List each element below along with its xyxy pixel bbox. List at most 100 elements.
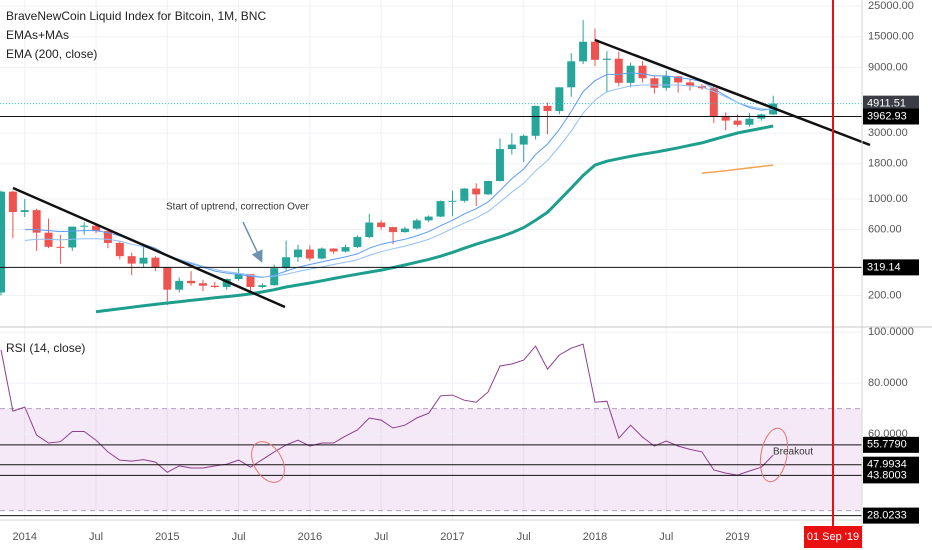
candle-body [8, 191, 17, 212]
candle-body [234, 274, 243, 279]
level-label: 319.14 [867, 261, 901, 273]
candle-body [733, 120, 742, 125]
candle-body [412, 220, 421, 229]
candle-body [163, 267, 172, 290]
candle-body [626, 65, 635, 83]
candle-body [80, 225, 89, 227]
candle-body [377, 222, 386, 228]
candle-body [614, 58, 623, 83]
last-price-label: 4911.51 [867, 98, 906, 110]
candle-body [103, 231, 112, 243]
x-tick-label: Jul [232, 531, 246, 543]
candle-body [686, 82, 695, 86]
level-label: 55.7790 [867, 439, 907, 451]
level-box [863, 259, 919, 276]
candle-body [187, 280, 196, 284]
candle-body [246, 274, 255, 288]
legend-title: BraveNewCoin Liquid Index for Bitcoin, 1… [6, 9, 266, 23]
level-label: 28.0233 [867, 510, 907, 522]
candle-body [567, 61, 576, 88]
candle-body [638, 65, 647, 79]
candle-body [0, 191, 5, 293]
candle-body [210, 285, 219, 288]
candle-body [519, 135, 528, 145]
x-tick-label: 2017 [440, 531, 464, 543]
candle-body [92, 225, 101, 232]
x-tick-label: Jul [89, 531, 103, 543]
candle-body [294, 249, 302, 258]
candle-body [353, 237, 362, 248]
candle-body [365, 222, 374, 238]
candle-body [448, 200, 457, 202]
overlay-line [95, 124, 774, 314]
candle-body [472, 188, 481, 195]
candle-body [602, 58, 611, 60]
x-tick-label: 2016 [298, 531, 322, 543]
candle-body [20, 210, 29, 212]
ellipse [251, 441, 285, 483]
candle-body [127, 256, 136, 264]
y-tick-label: 1000.00 [868, 193, 908, 205]
level-box [863, 108, 919, 125]
candle-body [495, 149, 504, 181]
last-price-box [863, 95, 919, 112]
cursor-box [804, 526, 862, 548]
candle-body [329, 248, 338, 252]
overlay-line [24, 84, 774, 278]
arrow [242, 221, 263, 263]
candle-body [198, 283, 207, 286]
level-box [863, 436, 919, 453]
candle-body [591, 41, 599, 60]
candle-body [258, 285, 267, 288]
candle-body [543, 105, 552, 112]
legend-study: EMA (200, close) [6, 47, 97, 61]
trend-line [12, 186, 286, 309]
candle-body [400, 228, 409, 233]
candle-body [56, 246, 65, 248]
drawings: Start of uptrend, correction Over Breako… [12, 38, 871, 483]
candle-body [424, 216, 433, 221]
x-tick-label: 2014 [13, 531, 37, 543]
candle-body [555, 87, 564, 112]
y-tick-label: 3000.00 [868, 127, 908, 139]
candle-body [389, 227, 398, 233]
candle-body [721, 115, 730, 121]
legend: BraveNewCoin Liquid Index for Bitcoin, 1… [6, 9, 266, 355]
x-tick-label: Jul [517, 531, 531, 543]
x-tick-label: 2019 [725, 531, 749, 543]
y-tick-label: 25000.00 [868, 0, 914, 12]
candle-body [662, 76, 671, 88]
legend-study: EMAs+MAs [6, 28, 69, 42]
y-tick-label: 200.00 [868, 289, 902, 301]
candle-body [222, 278, 231, 288]
candle-body [460, 188, 469, 201]
rsi-line [0, 343, 774, 476]
candle-body [341, 247, 350, 252]
annotation: Start of uptrend, correction Over [166, 202, 310, 213]
candle-body [115, 242, 124, 257]
level-box [863, 467, 919, 484]
candle-body [282, 257, 291, 269]
x-tick-label: 2018 [583, 531, 607, 543]
candle-body [650, 78, 659, 88]
annotation: Breakout [773, 447, 813, 458]
candle-body [436, 201, 445, 217]
y-tick-label: 1800.00 [868, 158, 908, 170]
candle-body [531, 105, 540, 136]
trend-line [594, 38, 871, 147]
rsi-title: RSI (14, close) [6, 341, 85, 355]
candle-body [317, 248, 326, 259]
labels: 2014 Jul 2015 Jul 2016 Jul 2017 Jul 2018 Jul 2019 2… [13, 0, 919, 543]
candle-body [709, 88, 718, 116]
grid [0, 0, 862, 520]
rsi-band [0, 408, 862, 511]
candle-body [579, 41, 588, 62]
candle-body [745, 118, 754, 125]
candle-body [175, 280, 184, 290]
overlay-line [24, 72, 774, 278]
candle-body [484, 180, 493, 195]
candle-body [68, 226, 77, 248]
y-tick-label: 600.00 [868, 223, 902, 235]
ellipse [759, 427, 789, 483]
